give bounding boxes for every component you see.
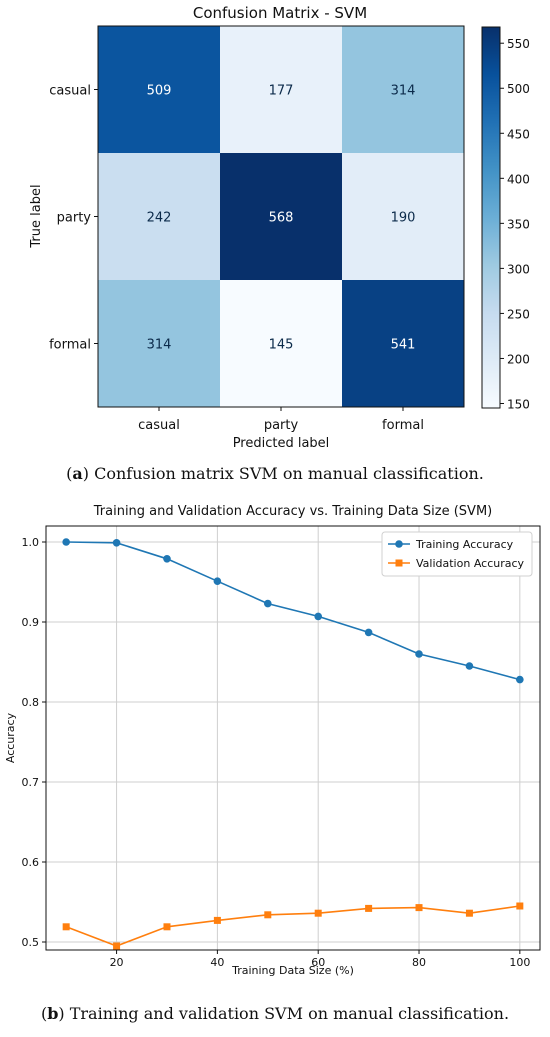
colorbar-tick-label: 550 [507,37,530,51]
lc-point-training [263,599,272,608]
lc-point-training [314,612,323,621]
lc-point-training [62,538,70,546]
lc-point-validation [213,916,221,924]
lc-xtick-label: 20 [110,956,124,969]
lc-series-line-0 [66,541,521,681]
lc-point-validation [163,923,171,931]
lc-frame [45,525,541,951]
cm-cell-casual-party [220,26,343,154]
lc-point-training [213,577,222,585]
cm-cell-formal-party [220,280,343,408]
lc-ytick-label: 0.8 [22,696,40,709]
lc-ytick-label: 1.0 [22,536,40,549]
lc-series-line-1 [65,905,520,947]
lc-legend-box [381,531,533,577]
lc-point-validation [113,942,121,950]
lc-xlabel: Training Data Size (%) [231,964,354,977]
lc-ytick-label: 0.7 [22,776,40,789]
caption-b-text: Training and validation SVM on manual cl… [64,1004,510,1023]
lc-point-validation [415,904,423,912]
lc-xtick-label: 80 [412,956,426,969]
cm-cell-party-party [220,153,343,281]
cm-cell-value: 314 [147,338,172,353]
lc-point-validation [516,902,524,910]
confusion-matrix-figure: Confusion Matrix - SVM 509 177 314 242 568 19… [29,4,530,451]
cm-cell-value: 509 [147,84,172,99]
lc-point-training [364,628,373,637]
cm-ytick-label: party [57,211,92,226]
cm-ylabel: True label [29,184,44,248]
lc-ytick-label: 0.6 [22,856,40,869]
cm-cell-party-formal [342,153,465,281]
colorbar [481,26,501,409]
cm-ytick-label: formal [49,338,91,353]
lc-point-training [465,662,474,670]
lc-point-training [415,650,423,658]
lc-point-training [163,555,171,563]
colorbar-tick-label: 350 [507,217,530,231]
colorbar-tick-label: 450 [507,127,530,141]
colorbar-tick-label: 200 [507,352,530,366]
caption-b-label: b [47,1004,59,1023]
cm-ytick-label: casual [49,84,91,99]
cm-cell-casual-formal [342,26,465,154]
lc-point-training [112,539,121,547]
lc-point-training [516,675,524,684]
cm-title: Confusion Matrix - SVM [193,4,367,22]
colorbar-tick-label: 300 [507,262,530,276]
cm-cell-formal-formal [342,280,465,408]
lc-ylabel: Accuracy [4,712,17,763]
lc-legend-label: Validation Accuracy [416,557,525,570]
caption-a-label: a [72,464,83,483]
lc-xtick-label: 40 [210,956,224,969]
cm-cell-value: 145 [269,338,294,353]
cm-cell-value: 541 [391,338,416,353]
cm-xtick-label: formal [382,418,424,433]
colorbar-tick-label: 500 [507,82,530,96]
lc-xtick-label: 100 [509,956,530,969]
cm-cell-value: 568 [269,211,294,226]
colorbar-tick-label: 150 [507,397,530,411]
lc-legend-marker [395,540,403,548]
colorbar-tick-label: 250 [507,307,530,321]
lc-point-validation [314,909,322,917]
cm-cell-party-casual [98,153,221,281]
cm-xtick-label: casual [138,418,180,433]
caption-a-text: Confusion matrix SVM on manual classific… [89,464,484,483]
cm-cell-value: 177 [269,84,294,99]
cm-cell-value: 242 [147,211,172,226]
lc-legend-label: Training Accuracy [415,538,514,551]
lc-point-validation [365,904,373,912]
cm-cell-formal-casual [98,280,221,408]
cm-xlabel: Predicted label [233,436,330,451]
accuracy-line-figure: Training and Validation Accuracy vs. Tra… [4,504,541,977]
cm-cell-value: 190 [391,211,416,226]
cm-cell-value: 314 [391,84,416,99]
lc-title: Training and Validation Accuracy vs. Tra… [93,504,492,519]
lc-xtick-label: 60 [311,956,325,969]
caption-a: (a) Confusion matrix SVM on manual class… [66,464,484,483]
lc-point-validation [62,923,70,931]
cm-xtick-label: party [264,418,299,433]
cm-cell-casual-casual [98,26,221,154]
lc-legend-marker [395,559,403,567]
lc-ytick-label: 0.9 [22,616,40,629]
lc-point-validation [465,909,473,917]
lc-ytick-label: 0.5 [22,936,40,949]
colorbar-tick-label: 400 [507,172,530,186]
lc-point-validation [264,911,272,919]
caption-b: (b) Training and validation SVM on manua… [40,1004,510,1023]
